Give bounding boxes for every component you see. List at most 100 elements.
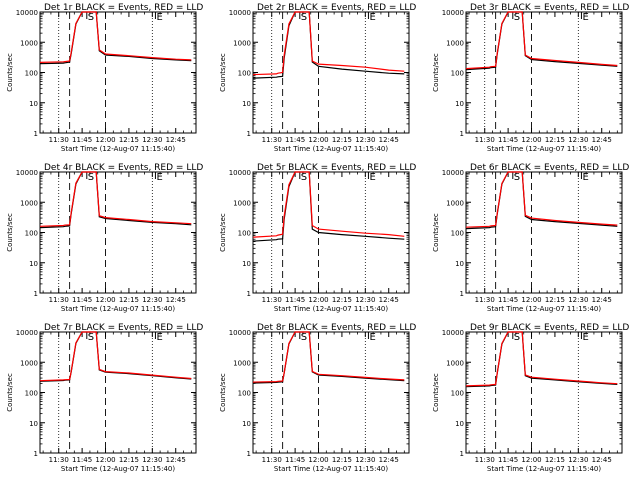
x-axis-label: Start Time (12-Aug-07 11:15:40) bbox=[487, 305, 601, 313]
y-axis-label: Counts/sec bbox=[6, 213, 14, 252]
marker-letter-e: E bbox=[156, 12, 162, 23]
y-tick-label: 1 bbox=[247, 450, 251, 458]
y-tick-label: 1000 bbox=[233, 39, 251, 47]
y-tick-label: 10000 bbox=[442, 9, 464, 17]
x-tick-label: 12:45 bbox=[379, 296, 399, 304]
x-tick-label: 12:15 bbox=[332, 296, 352, 304]
y-tick-label: 100 bbox=[25, 70, 38, 78]
marker-letter-s: S bbox=[514, 332, 520, 343]
y-tick-label: 10000 bbox=[229, 9, 251, 17]
y-tick-label: 1 bbox=[460, 450, 464, 458]
x-tick-label: 11:45 bbox=[72, 296, 92, 304]
x-tick-label: 12:00 bbox=[95, 136, 115, 144]
y-tick-label: 1 bbox=[247, 290, 251, 298]
y-tick-label: 1000 bbox=[20, 199, 38, 207]
y-tick-label: 10 bbox=[242, 420, 251, 428]
detector-panel-7: Det 7r BLACK = Events, RED = LLD 1 10 100 10… bbox=[6, 323, 203, 473]
y-tick-label: 10000 bbox=[229, 169, 251, 177]
x-tick-label: 11:30 bbox=[262, 136, 282, 144]
x-tick-label: 11:45 bbox=[498, 136, 518, 144]
y-axis-label: Counts/sec bbox=[219, 373, 227, 412]
x-tick-label: 12:30 bbox=[568, 136, 588, 144]
x-tick-label: 11:30 bbox=[475, 136, 495, 144]
x-tick-label: 12:30 bbox=[355, 296, 375, 304]
x-axis-label: Start Time (12-Aug-07 11:15:40) bbox=[274, 145, 388, 153]
y-tick-label: 1000 bbox=[233, 359, 251, 367]
series-line-lld bbox=[252, 171, 405, 238]
x-tick-label: 11:45 bbox=[72, 136, 92, 144]
x-tick-label: 12:00 bbox=[521, 296, 541, 304]
y-tick-label: 100 bbox=[25, 390, 38, 398]
x-tick-label: 12:45 bbox=[592, 136, 612, 144]
x-tick-label: 12:45 bbox=[592, 456, 612, 464]
x-tick-label: 11:30 bbox=[49, 296, 69, 304]
y-tick-label: 100 bbox=[451, 390, 464, 398]
x-tick-label: 12:45 bbox=[166, 136, 186, 144]
marker-letter-e: E bbox=[369, 172, 375, 183]
x-tick-label: 11:30 bbox=[49, 456, 69, 464]
y-tick-label: 10000 bbox=[229, 329, 251, 337]
y-tick-label: 100 bbox=[238, 70, 251, 78]
y-axis-label: Counts/sec bbox=[6, 373, 14, 412]
y-tick-label: 10 bbox=[455, 420, 464, 428]
panel-title: Det 8r BLACK = Events, RED = LLD bbox=[257, 323, 416, 333]
x-tick-label: 11:30 bbox=[49, 136, 69, 144]
marker-letter-e: E bbox=[582, 172, 588, 183]
y-axis-label: Counts/sec bbox=[432, 53, 440, 92]
detector-panel-2: Det 2r BLACK = Events, RED = LLD 1 10 100 10… bbox=[219, 3, 416, 153]
x-tick-label: 12:15 bbox=[119, 136, 139, 144]
series-line-events bbox=[252, 11, 405, 79]
marker-letter-s: S bbox=[301, 172, 307, 183]
x-tick-label: 12:15 bbox=[545, 296, 565, 304]
x-tick-label: 11:45 bbox=[72, 456, 92, 464]
plot-frame bbox=[252, 171, 410, 294]
panel-title: Det 2r BLACK = Events, RED = LLD bbox=[257, 3, 416, 13]
detector-panel-4: Det 4r BLACK = Events, RED = LLD 1 10 100 10… bbox=[6, 163, 203, 313]
plot-frame bbox=[252, 331, 410, 454]
series-line-events bbox=[39, 171, 192, 229]
marker-letter-s: S bbox=[88, 12, 94, 23]
series-line-events bbox=[39, 11, 192, 65]
x-tick-label: 11:30 bbox=[262, 296, 282, 304]
x-tick-label: 12:00 bbox=[521, 136, 541, 144]
plot-frame bbox=[39, 171, 197, 294]
y-tick-label: 1 bbox=[34, 130, 38, 138]
x-axis-label: Start Time (12-Aug-07 11:15:40) bbox=[61, 465, 175, 473]
series-line-events bbox=[39, 331, 192, 382]
series-line-lld bbox=[252, 331, 405, 383]
series-line-lld bbox=[465, 331, 618, 387]
marker-letter-s: S bbox=[301, 12, 307, 23]
x-tick-label: 12:15 bbox=[119, 296, 139, 304]
x-tick-label: 12:45 bbox=[166, 456, 186, 464]
series-line-lld bbox=[39, 171, 192, 227]
x-axis-label: Start Time (12-Aug-07 11:15:40) bbox=[274, 305, 388, 313]
y-axis-label: Counts/sec bbox=[219, 213, 227, 252]
series-line-lld bbox=[465, 11, 618, 70]
marker-letter-e: E bbox=[156, 172, 162, 183]
y-tick-label: 10 bbox=[29, 100, 38, 108]
marker-letter-e: E bbox=[582, 332, 588, 343]
x-tick-label: 11:30 bbox=[475, 296, 495, 304]
x-tick-label: 12:15 bbox=[332, 456, 352, 464]
x-axis-label: Start Time (12-Aug-07 11:15:40) bbox=[487, 465, 601, 473]
marker-letter-s: S bbox=[88, 332, 94, 343]
series-line-lld bbox=[465, 171, 618, 228]
panel-title: Det 9r BLACK = Events, RED = LLD bbox=[470, 323, 629, 333]
x-tick-label: 12:15 bbox=[332, 136, 352, 144]
panel-title: Det 7r BLACK = Events, RED = LLD bbox=[44, 323, 203, 333]
x-tick-label: 11:45 bbox=[285, 456, 305, 464]
panel-title: Det 4r BLACK = Events, RED = LLD bbox=[44, 163, 203, 173]
x-axis-label: Start Time (12-Aug-07 11:15:40) bbox=[61, 145, 175, 153]
plot-frame bbox=[465, 171, 623, 294]
x-tick-label: 12:00 bbox=[95, 296, 115, 304]
x-axis-label: Start Time (12-Aug-07 11:15:40) bbox=[61, 305, 175, 313]
x-tick-label: 12:15 bbox=[545, 456, 565, 464]
y-tick-label: 10 bbox=[455, 260, 464, 268]
y-tick-label: 100 bbox=[451, 230, 464, 238]
y-tick-label: 10 bbox=[242, 260, 251, 268]
y-tick-label: 1000 bbox=[233, 199, 251, 207]
x-tick-label: 11:30 bbox=[262, 456, 282, 464]
y-tick-label: 1 bbox=[34, 450, 38, 458]
x-tick-label: 11:45 bbox=[498, 296, 518, 304]
